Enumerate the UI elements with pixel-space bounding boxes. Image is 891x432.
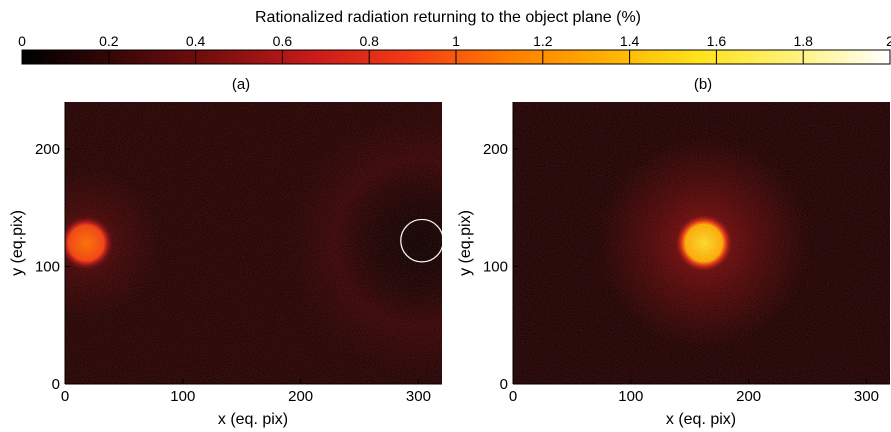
colorbar-tick-label: 0.2 <box>99 33 119 49</box>
colorbar: Rationalized radiation returning to the … <box>18 9 891 65</box>
plot-area-b <box>513 102 890 384</box>
x-tick-label: 200 <box>288 388 313 405</box>
y-axis-label-a: y (eq.pix) <box>9 210 26 276</box>
colorbar-tick-label: 0.6 <box>273 33 293 49</box>
colorbar-tick-label: 1.6 <box>707 33 727 49</box>
y-tick-label: 200 <box>483 141 508 158</box>
colorbar-tick-label: 2 <box>886 33 891 49</box>
y-tick-label: 0 <box>52 376 60 393</box>
y-tick-label: 100 <box>35 259 60 276</box>
colorbar-tick-label: 1.8 <box>793 33 813 49</box>
colorbar-tick-label: 1.4 <box>620 33 640 49</box>
x-axis-label-b: x (eq. pix) <box>666 411 736 428</box>
noise-overlay <box>513 102 890 384</box>
y-tick-label: 100 <box>483 259 508 276</box>
heatmap-panel-a: (a) 0 100 200 300 0 100 200 x (eq. pix) y (eq… <box>9 76 442 428</box>
y-tick-labels-b: 0 100 200 <box>483 141 518 393</box>
colorbar-tick-marks <box>21 50 891 64</box>
y-tick-label: 0 <box>500 376 508 393</box>
panel-label-a: (a) <box>232 76 250 93</box>
colorbar-tick-labels: 0 0.2 0.4 0.6 0.8 1 1.2 1.4 1.6 1.8 2 <box>18 33 891 49</box>
colorbar-title: Rationalized radiation returning to the … <box>255 9 641 26</box>
x-tick-label: 100 <box>618 388 643 405</box>
colorbar-tick-label: 1.2 <box>533 33 553 49</box>
x-tick-label: 200 <box>736 388 761 405</box>
x-tick-label: 0 <box>61 388 69 405</box>
colorbar-tick-label: 0 <box>18 33 26 49</box>
x-tick-label: 100 <box>170 388 195 405</box>
x-tick-label: 300 <box>406 388 431 405</box>
y-axis-label-b: y (eq.pix) <box>457 210 474 276</box>
x-tick-labels-a: 0 100 200 300 <box>61 379 431 405</box>
x-tick-label: 0 <box>509 388 517 405</box>
colorbar-tick-label: 1 <box>452 33 460 49</box>
noise-overlay <box>65 102 442 384</box>
colorbar-tick-label: 0.4 <box>186 33 206 49</box>
x-tick-labels-b: 0 100 200 300 <box>509 379 879 405</box>
x-axis-label-a: x (eq. pix) <box>218 411 288 428</box>
colorbar-tick-label: 0.8 <box>359 33 379 49</box>
plot-area-a <box>65 102 442 384</box>
y-tick-labels-a: 0 100 200 <box>35 141 70 393</box>
panel-label-b: (b) <box>694 76 712 93</box>
x-tick-label: 300 <box>854 388 879 405</box>
heatmap-panel-b: (b) 0 100 200 300 0 100 200 x (eq. pix) y (eq… <box>457 76 890 428</box>
circle-marker <box>400 218 442 263</box>
y-tick-label: 200 <box>35 141 60 158</box>
